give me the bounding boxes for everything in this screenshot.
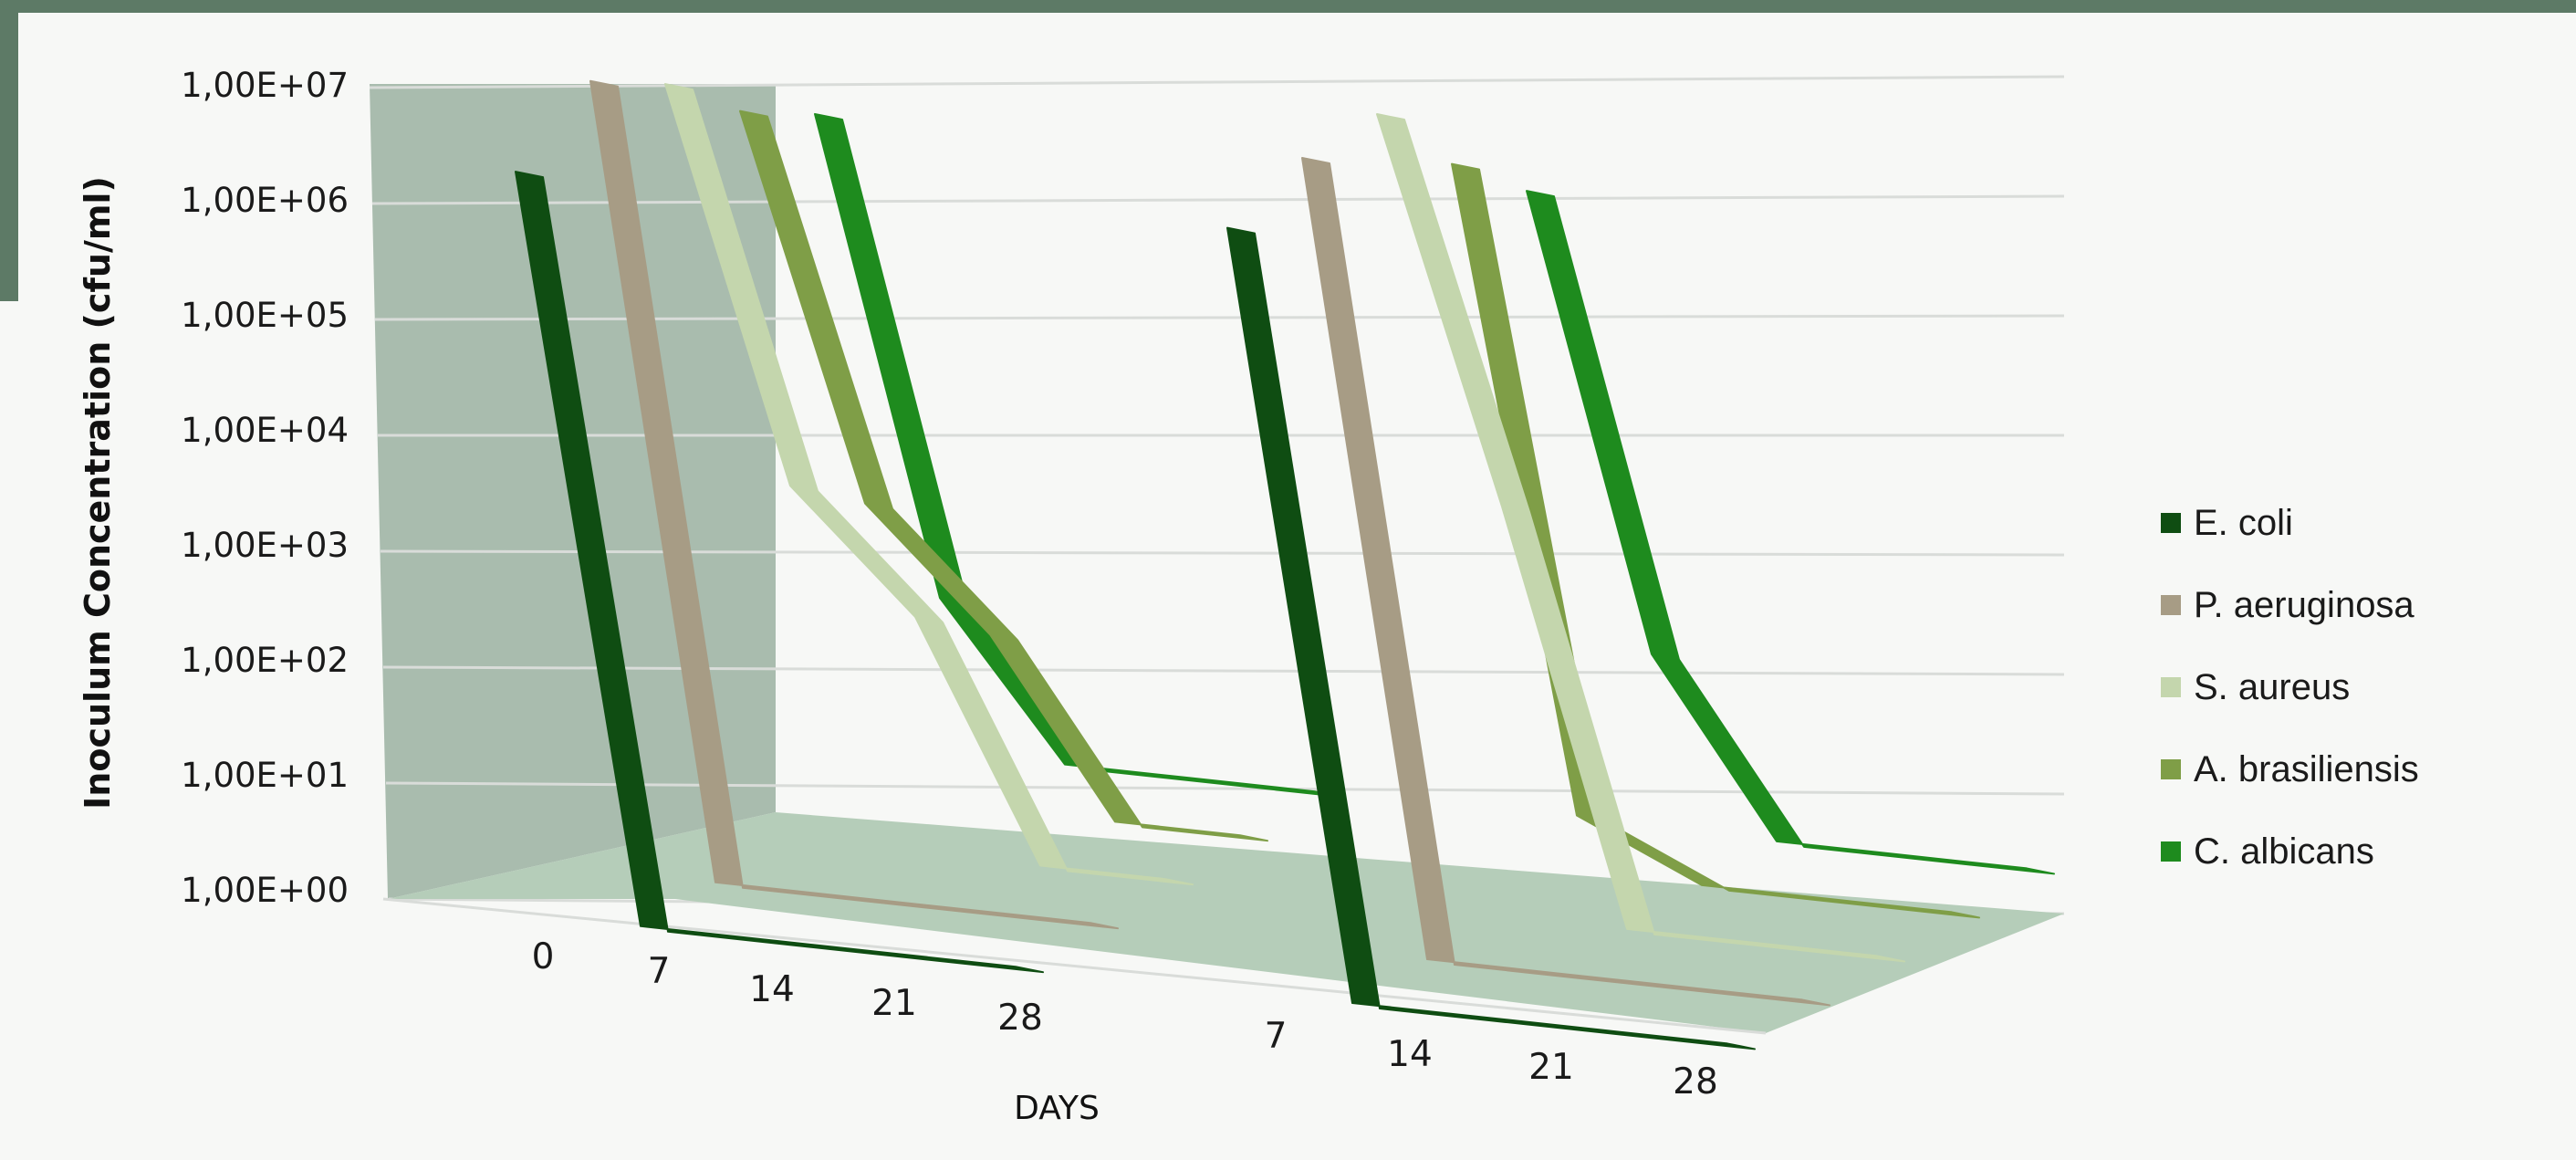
y-tick-label: 1,00E+00 — [181, 871, 349, 910]
legend-label: P. aeruginosa — [2194, 584, 2414, 625]
left-band — [0, 0, 18, 301]
gridline — [369, 75, 2065, 89]
x-axis-ticks: 0 7 14 21 28 7 14 21 28 — [532, 936, 1718, 1103]
floor-plane — [382, 812, 2064, 1035]
legend-item: A. brasiliensis — [2161, 728, 2419, 810]
series-line-s-aureus — [1376, 113, 1905, 963]
y-tick-label: 1,00E+06 — [181, 181, 349, 220]
series-line-p-aeruginosa — [1301, 157, 1830, 1007]
legend-item: E. coli — [2161, 482, 2419, 564]
y-tick-label: 1,00E+07 — [181, 66, 349, 105]
floor-front-edge — [382, 897, 1767, 1035]
x-tick-label: 21 — [871, 983, 917, 1024]
gridline — [374, 314, 2065, 321]
gridline — [371, 194, 2065, 205]
legend-swatch — [2161, 677, 2181, 697]
series-line-c-albicans — [1526, 190, 2055, 875]
x-axis-label: DAYS — [1014, 1090, 1100, 1127]
series-line-a-brasiliensis — [739, 110, 1268, 842]
y-tick-label: 1,00E+05 — [181, 296, 349, 335]
legend-label: E. coli — [2194, 502, 2293, 543]
x-tick-label: 7 — [1265, 1016, 1288, 1057]
legend-label: A. brasiliensis — [2194, 748, 2419, 789]
x-tick-label: 28 — [1673, 1061, 1718, 1103]
legend-swatch — [2161, 841, 2181, 862]
legend-item: P. aeruginosa — [2161, 564, 2419, 646]
gridline — [385, 781, 2065, 796]
series-line-e-coli — [515, 171, 1044, 974]
y-axis-label: Inoculum Concentration (cfu/ml) — [78, 176, 118, 810]
floor-surface — [388, 812, 2064, 1033]
series-line-p-aeruginosa — [589, 79, 1119, 930]
legend-label: S. aureus — [2194, 666, 2351, 707]
legend: E. coli P. aeruginosa S. aureus A. brasilie… — [2161, 482, 2419, 893]
y-axis-ticks: 1,00E+00 1,00E+01 1,00E+02 1,00E+03 1,00E+04… — [181, 66, 349, 910]
y-tick-label: 1,00E+04 — [181, 411, 349, 450]
top-band — [0, 0, 2576, 13]
series-group-2 — [1226, 113, 2055, 1050]
series-lines — [515, 79, 2055, 1050]
x-tick-label: 28 — [997, 998, 1043, 1039]
x-tick-label: 21 — [1528, 1047, 1574, 1088]
legend-swatch — [2161, 513, 2181, 533]
gridline — [380, 549, 2065, 557]
x-tick-label: 0 — [532, 936, 555, 977]
x-tick-label: 14 — [749, 969, 795, 1010]
y-tick-label: 1,00E+02 — [181, 641, 349, 680]
legend-item: C. albicans — [2161, 810, 2419, 893]
legend-label: C. albicans — [2194, 831, 2374, 872]
series-line-s-aureus — [664, 83, 1194, 886]
y-tick-label: 1,00E+03 — [181, 526, 349, 565]
legend-item: S. aureus — [2161, 646, 2419, 728]
x-tick-label: 14 — [1387, 1034, 1433, 1075]
background-decoration — [0, 0, 2576, 301]
legend-swatch — [2161, 759, 2181, 779]
legend-swatch — [2161, 595, 2181, 615]
gridline — [382, 665, 2065, 676]
y-tick-label: 1,00E+01 — [181, 756, 349, 795]
x-tick-label: 7 — [648, 951, 671, 992]
series-line-e-coli — [1226, 226, 1756, 1050]
